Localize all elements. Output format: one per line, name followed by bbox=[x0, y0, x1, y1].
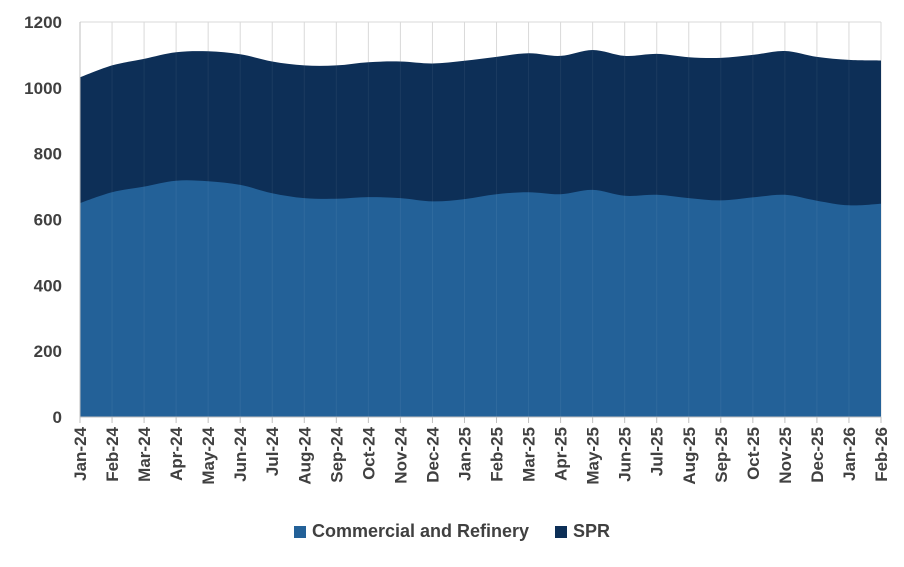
legend-item-commercial: Commercial and Refinery bbox=[293, 521, 530, 542]
y-tick-label: 600 bbox=[34, 211, 62, 230]
x-tick-label: May-24 bbox=[199, 426, 218, 484]
legend-swatch-commercial bbox=[293, 525, 306, 538]
area-series-commercial bbox=[80, 180, 881, 417]
x-tick-label: Apr-25 bbox=[552, 427, 571, 481]
x-tick-label: Jan-24 bbox=[71, 426, 90, 480]
y-tick-label: 1000 bbox=[24, 79, 62, 98]
legend: Commercial and Refinery SPR bbox=[0, 521, 904, 542]
x-tick-label: Feb-25 bbox=[488, 427, 507, 482]
x-tick-label: Dec-25 bbox=[808, 427, 827, 483]
x-tick-label: Dec-24 bbox=[423, 426, 442, 482]
x-tick-label: Mar-25 bbox=[520, 427, 539, 482]
x-tick-label: Feb-24 bbox=[103, 426, 122, 481]
x-tick-label: May-25 bbox=[584, 427, 603, 485]
y-tick-label: 400 bbox=[34, 276, 62, 295]
x-tick-label: Oct-24 bbox=[359, 426, 378, 479]
y-tick-label: 0 bbox=[53, 408, 62, 427]
x-tick-label: Jan-26 bbox=[840, 427, 859, 481]
x-tick-label: Mar-24 bbox=[135, 426, 154, 481]
legend-label-spr: SPR bbox=[573, 521, 611, 541]
x-tick-label: Sep-24 bbox=[327, 426, 346, 482]
x-tick-label: Jun-24 bbox=[231, 426, 250, 481]
y-tick-label: 200 bbox=[34, 342, 62, 361]
legend-item-spr: SPR bbox=[555, 521, 610, 542]
y-tick-label: 800 bbox=[34, 145, 62, 164]
x-tick-label: Sep-25 bbox=[712, 427, 731, 483]
x-tick-label: Apr-24 bbox=[167, 426, 186, 480]
stacked-area-chart: 0 200 400 600 800 1000 1200 Jan-24 Feb-24 Mar-24 A… bbox=[24, 13, 891, 485]
y-tick-label: 1200 bbox=[24, 13, 62, 32]
x-tick-label: Jan-25 bbox=[455, 427, 474, 481]
x-tick-label: Jun-25 bbox=[616, 427, 635, 482]
x-tick-label: Jul-24 bbox=[263, 426, 282, 476]
x-tick-label: Aug-24 bbox=[295, 426, 314, 484]
legend-label-commercial: Commercial and Refinery bbox=[311, 521, 530, 541]
x-tick-label: Nov-25 bbox=[776, 427, 795, 484]
x-tick-label: Aug-25 bbox=[680, 427, 699, 485]
x-tick-label: Feb-26 bbox=[872, 427, 891, 482]
x-tick-label: Nov-24 bbox=[391, 426, 410, 483]
x-tick-label: Jul-25 bbox=[648, 427, 667, 476]
x-tick-label: Oct-25 bbox=[744, 427, 763, 480]
legend-swatch-spr bbox=[555, 525, 568, 538]
